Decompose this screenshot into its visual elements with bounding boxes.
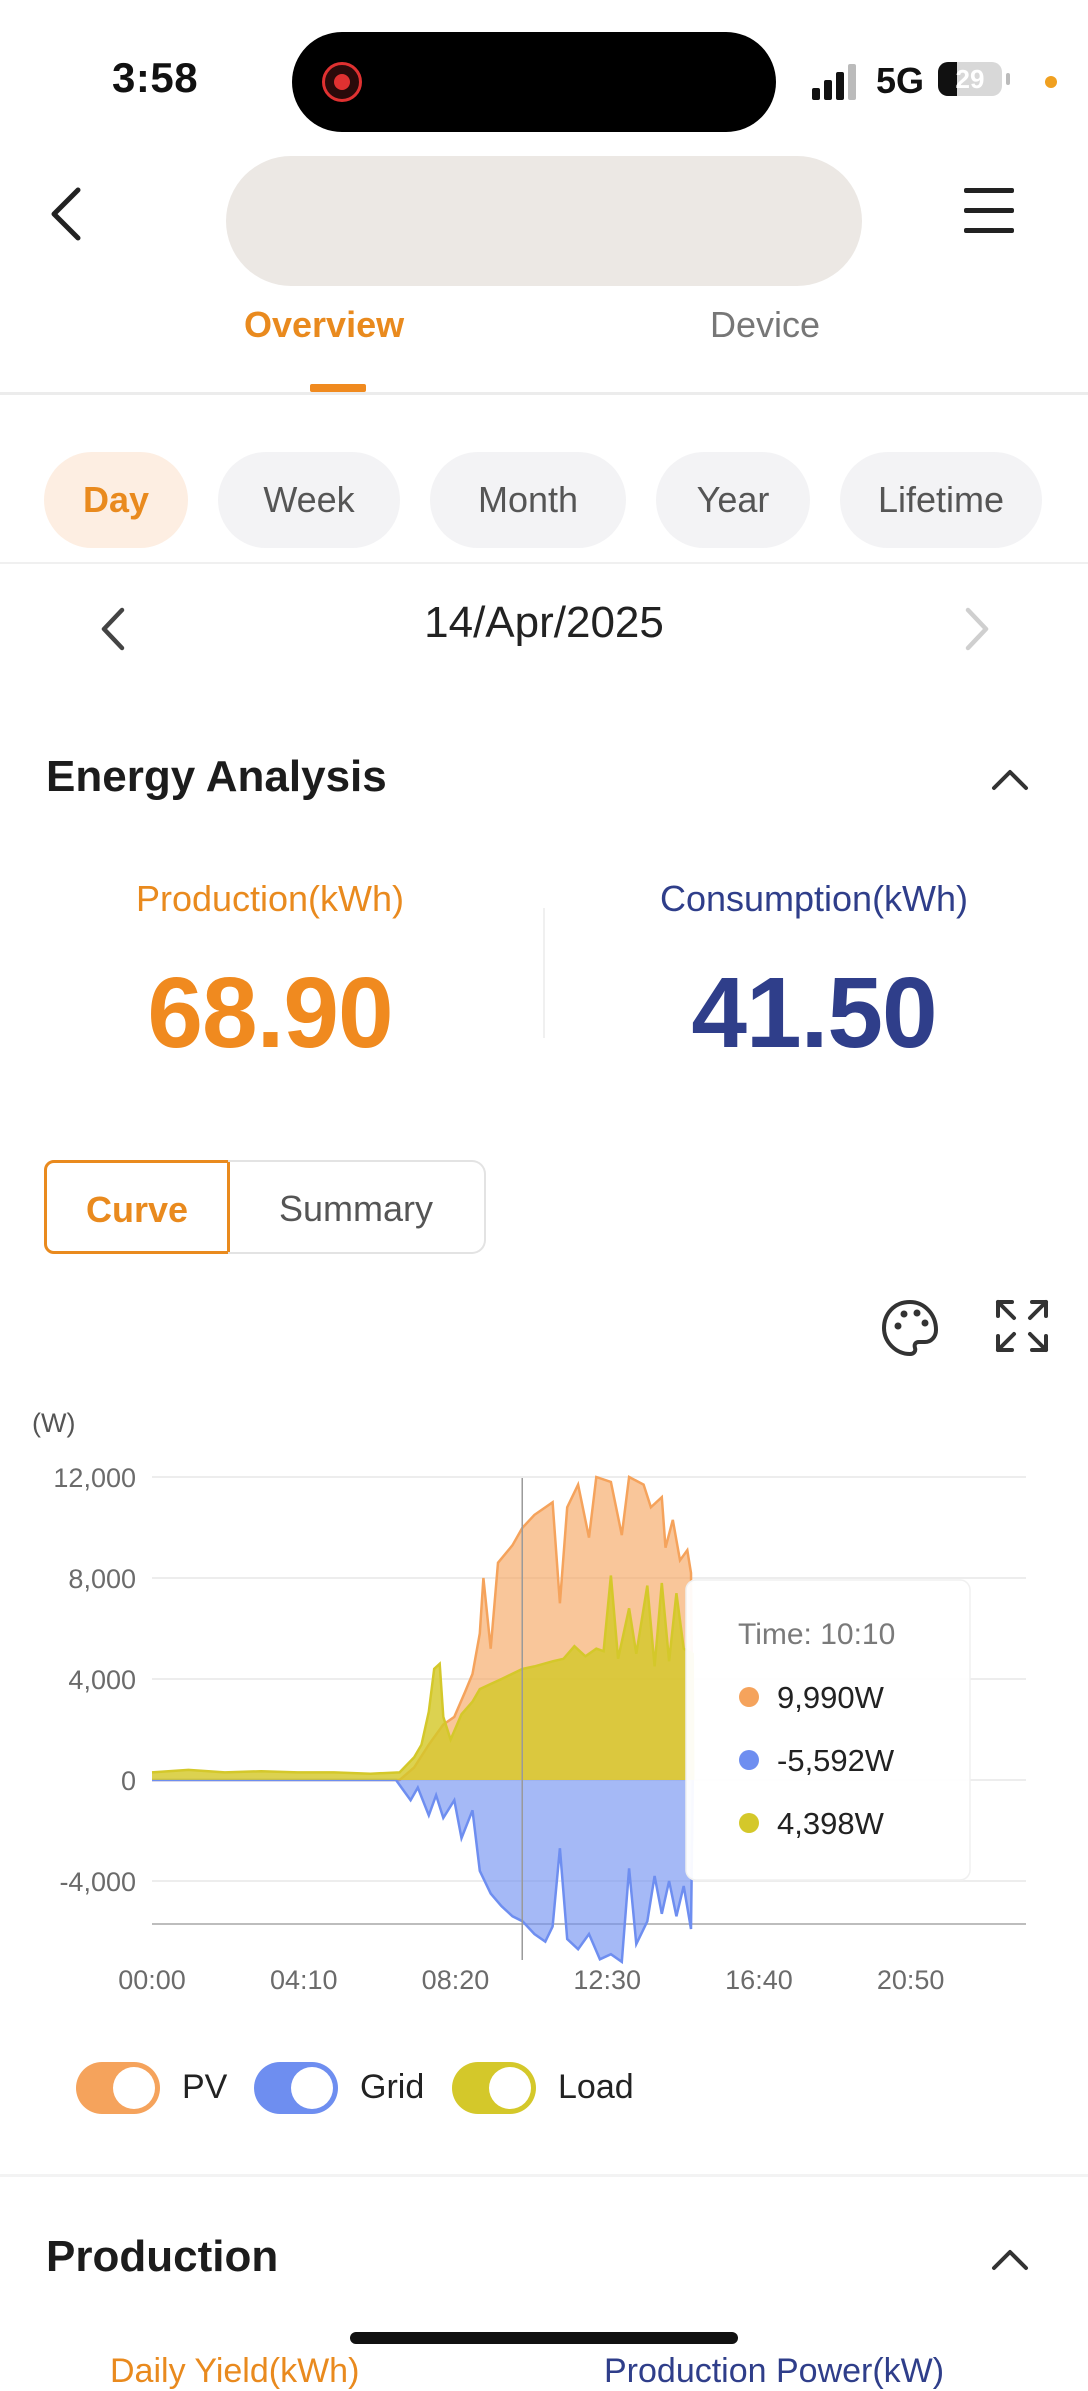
production-label: Production(kWh)	[135, 878, 405, 919]
fullscreen-expand-icon[interactable]	[994, 1298, 1050, 1354]
production-collapse-chevron-icon[interactable]	[988, 2244, 1032, 2274]
section-divider	[0, 2174, 1088, 2177]
summary-toggle-button[interactable]: Summary	[228, 1160, 486, 1254]
palette-icon[interactable]	[878, 1296, 942, 1360]
chips-divider	[0, 562, 1088, 564]
energy-analysis-title: Energy Analysis	[46, 752, 387, 801]
tooltip-time: Time: 10:10	[738, 1618, 895, 1651]
grid-legend-label: Grid	[360, 2068, 425, 2106]
x-tick-label: 20:50	[877, 1965, 945, 1990]
tab-overview[interactable]: Overview	[244, 304, 405, 345]
period-chip-day[interactable]: Day	[44, 452, 188, 548]
y-tick-label: 12,000	[53, 1463, 136, 1493]
signal-icon	[812, 60, 862, 100]
period-chip-year[interactable]: Year	[656, 452, 810, 548]
period-chip-week[interactable]: Week	[218, 452, 400, 548]
pv-series-toggle[interactable]	[76, 2062, 160, 2114]
load-line	[151, 1575, 695, 1781]
hamburger-menu-icon[interactable]	[964, 188, 1014, 234]
tooltip-grid-value: -5,592W	[777, 1743, 895, 1778]
load-legend-label: Load	[558, 2068, 634, 2106]
x-tick-label: 12:30	[573, 1965, 641, 1990]
production-section-title: Production	[46, 2232, 279, 2281]
tooltip-pv-dot	[739, 1687, 759, 1707]
period-chip-lifetime[interactable]: Lifetime	[840, 452, 1042, 548]
production-value: 68.90	[147, 957, 393, 1069]
pv-legend-label: PV	[182, 2068, 228, 2106]
collapse-chevron-icon[interactable]	[988, 764, 1032, 794]
privacy-indicator-dot	[1045, 76, 1057, 88]
x-tick-label: 04:10	[270, 1965, 338, 1990]
tooltip-pv-value: 9,990W	[777, 1680, 885, 1715]
daily-yield-peek-label: Daily Yield(kWh)	[110, 2352, 360, 2390]
y-tick-label: 0	[121, 1766, 136, 1796]
y-axis-unit-label: (W)	[32, 1408, 75, 1438]
network-type: 5G	[876, 60, 925, 101]
chevron-left-icon[interactable]	[96, 604, 132, 654]
chevron-right-icon[interactable]	[958, 604, 994, 654]
x-tick-label: 16:40	[725, 1965, 793, 1990]
battery-level: 29	[955, 64, 985, 94]
status-time: 3:58	[112, 54, 199, 101]
kpi-divider	[543, 908, 545, 1038]
tabs-divider	[0, 392, 1088, 395]
y-tick-label: 8,000	[68, 1564, 136, 1594]
tooltip-load-value: 4,398W	[777, 1806, 885, 1841]
y-tick-label: -4,000	[59, 1867, 136, 1897]
tab-device[interactable]: Device	[710, 304, 821, 345]
consumption-value: 41.50	[691, 957, 937, 1069]
pv-line	[152, 1475, 695, 1782]
energy-curve-chart[interactable]: (W) -4,000 0 4,000 8,000 12,000 00:00 04:10 08…	[0, 1390, 1088, 1990]
chart-tooltip: Time: 10:10 9,990W -5,592W 4,398W	[685, 1579, 971, 1881]
tab-active-indicator	[310, 384, 366, 392]
tooltip-load-dot	[739, 1813, 759, 1833]
load-area	[152, 1575, 694, 1780]
x-tick-label: 00:00	[118, 1965, 186, 1990]
grid-line	[152, 1778, 695, 1965]
load-series-toggle[interactable]	[452, 2062, 536, 2114]
grid-series-toggle[interactable]	[254, 2062, 338, 2114]
station-name-pill[interactable]	[226, 156, 862, 286]
screen-record-icon	[322, 62, 362, 102]
selected-date[interactable]: 14/Apr/2025	[424, 598, 664, 647]
tooltip-grid-dot	[739, 1750, 759, 1770]
home-indicator	[350, 2332, 738, 2344]
battery-cap	[1006, 73, 1010, 85]
consumption-label: Consumption(kWh)	[659, 878, 969, 919]
curve-toggle-button[interactable]: Curve	[44, 1160, 230, 1254]
y-tick-label: 4,000	[68, 1665, 136, 1695]
dynamic-island	[292, 32, 776, 132]
back-arrow-icon[interactable]	[46, 184, 86, 244]
production-power-peek-label: Production Power(kW)	[604, 2352, 945, 2390]
period-chip-month[interactable]: Month	[430, 452, 626, 548]
grid-area	[152, 1780, 693, 1962]
x-tick-label: 08:20	[422, 1965, 490, 1990]
battery-icon: 29	[938, 62, 1002, 96]
